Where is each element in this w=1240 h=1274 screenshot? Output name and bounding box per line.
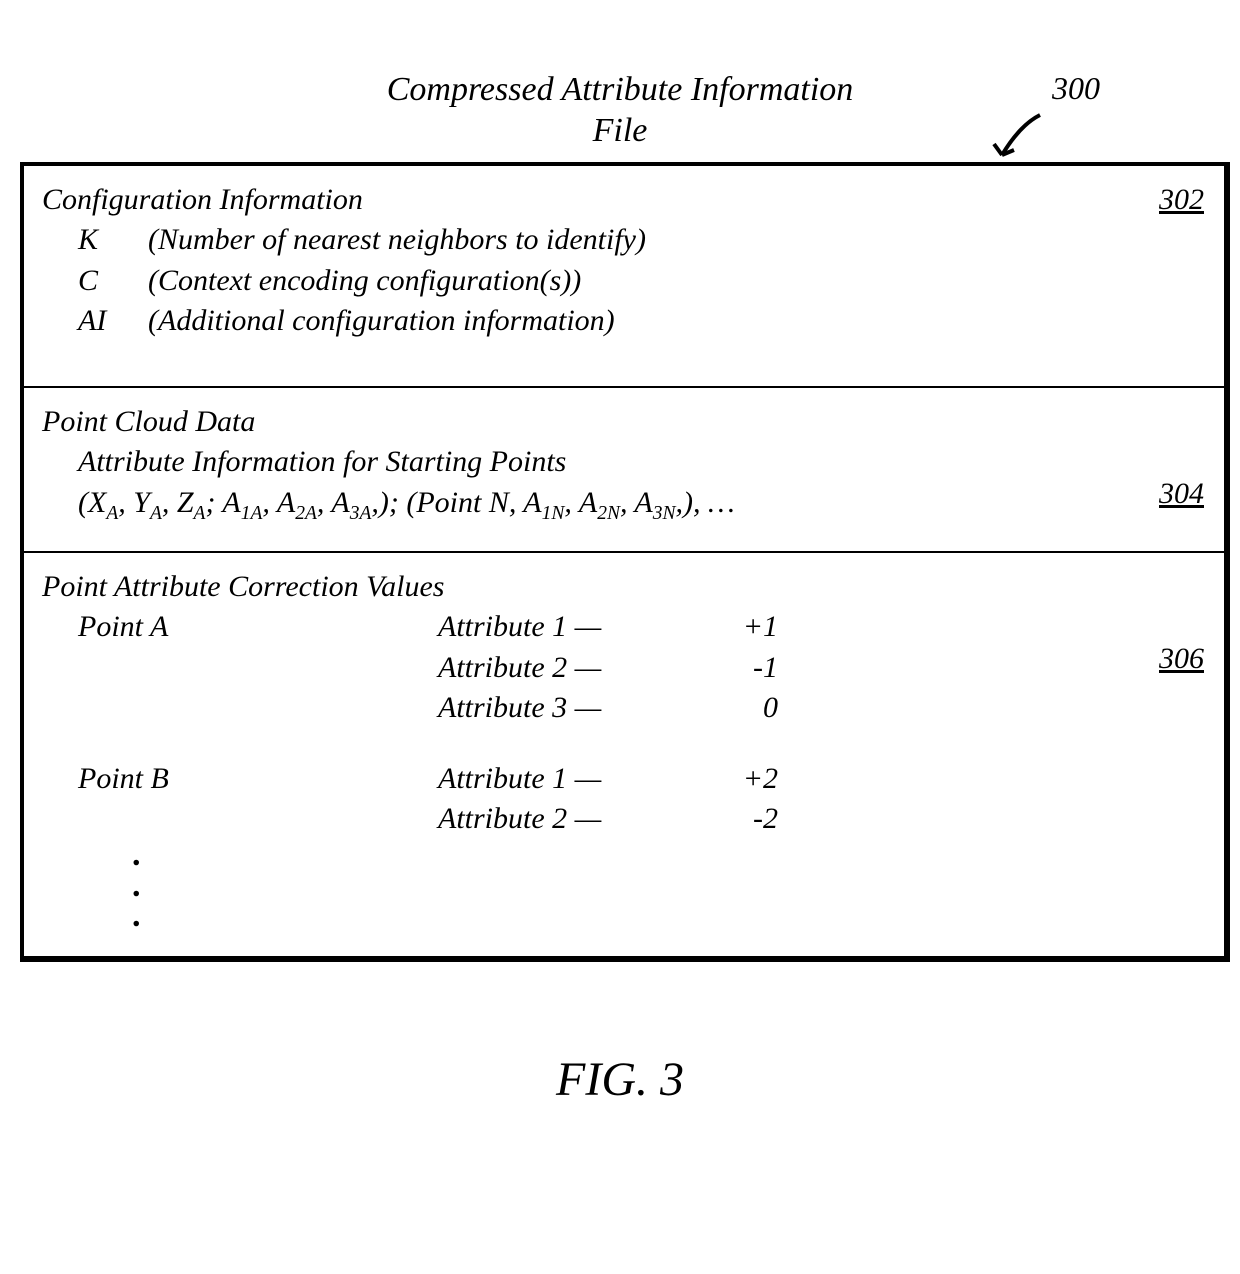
attr-value: +2 [698,759,778,800]
correction-row: Point A Attribute 1 — +1 [42,607,1206,648]
figure-caption: FIG. 3 [20,1052,1220,1107]
reference-arrow-icon [990,110,1050,170]
figure-title-line1: Compressed Attribute Information [387,71,854,108]
section-ref-306: 306 [1159,639,1204,680]
config-desc: (Additional configuration information) [148,301,615,342]
section-correction-values: 306 Point Attribute Correction Values Po… [24,553,1224,956]
section2-data-tuple: (XA, YA, ZA; A1A, A2A, A3A,); (Point N, … [42,483,1206,527]
attr-value: +1 [698,607,778,648]
correction-row: Attribute 2 — -1 [42,648,1206,689]
section1-heading: Configuration Information [42,180,1206,221]
section3-heading: Point Attribute Correction Values [42,567,1206,608]
section-point-cloud-data: 304 Point Cloud Data Attribute Informati… [24,388,1224,553]
config-row: K (Number of nearest neighbors to identi… [78,220,1206,261]
point-label: Point A [42,607,438,648]
config-row: C (Context encoding configuration(s)) [78,261,1206,302]
section-configuration: 302 Configuration Information K (Number … [24,166,1224,388]
attr-label: Attribute 2 — [438,799,698,840]
point-label: Point B [42,759,438,800]
section-ref-304: 304 [1159,474,1204,515]
attr-label: Attribute 1 — [438,759,698,800]
attr-value: -2 [698,799,778,840]
correction-row: Point B Attribute 1 — +2 [42,759,1206,800]
correction-row: Attribute 3 — 0 [42,688,1206,729]
file-structure-box: 302 Configuration Information K (Number … [20,162,1230,962]
correction-row: Attribute 2 — -2 [42,799,1206,840]
attr-value: -1 [698,648,778,689]
config-desc: (Number of nearest neighbors to identify… [148,220,646,261]
config-row: AI (Additional configuration information… [78,301,1206,342]
attr-label: Attribute 3 — [438,688,698,729]
attr-label: Attribute 2 — [438,648,698,689]
figure-canvas: 300 Compressed Attribute Information Fil… [20,70,1220,1107]
attr-value: 0 [698,688,778,729]
attr-label: Attribute 1 — [438,607,698,648]
section2-subheading: Attribute Information for Starting Point… [42,442,1206,483]
section-ref-302: 302 [1159,180,1204,221]
config-key: C [78,261,148,302]
config-key: AI [78,301,148,342]
ellipsis-dots: ... [42,840,1206,932]
section2-heading: Point Cloud Data [42,402,1206,443]
figure-title-line2: File [593,112,648,149]
figure-reference-number: 300 [1052,70,1100,107]
config-desc: (Context encoding configuration(s)) [148,261,581,302]
config-key: K [78,220,148,261]
